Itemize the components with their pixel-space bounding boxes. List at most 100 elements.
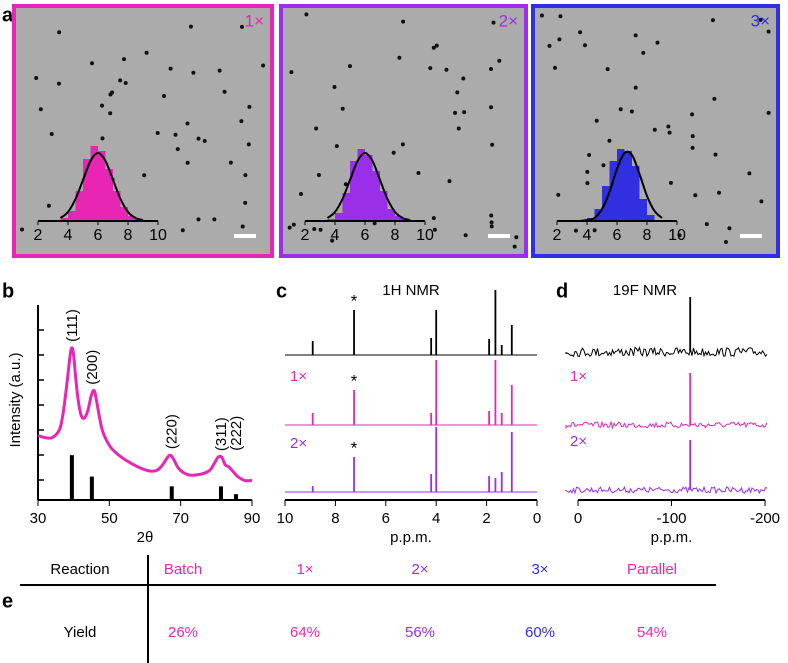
- table-cell: 2×: [411, 561, 428, 578]
- particle: [432, 227, 437, 232]
- particle: [243, 200, 248, 205]
- sem-image: [279, 4, 528, 258]
- histogram-bar: [98, 151, 106, 221]
- particle: [401, 19, 406, 24]
- particle: [261, 63, 266, 68]
- particle: [416, 170, 421, 175]
- y-axis-label: Intensity (a.u.): [7, 352, 24, 447]
- particle: [592, 228, 597, 233]
- particle: [456, 126, 461, 131]
- x-axis-label: p.p.m.: [651, 529, 693, 546]
- fit-curve: [59, 151, 144, 221]
- particle: [601, 163, 606, 168]
- particle: [605, 67, 610, 72]
- particle: [175, 147, 180, 152]
- x-axis-label: 2θ: [137, 529, 154, 546]
- particle: [594, 118, 599, 123]
- x-tick-label: 6: [94, 227, 103, 244]
- peak-marker: *: [351, 438, 358, 457]
- particle: [287, 225, 292, 230]
- particle: [557, 37, 562, 42]
- particle: [222, 89, 227, 94]
- particle: [723, 240, 728, 245]
- particle: [428, 66, 433, 71]
- particle: [247, 104, 252, 109]
- particle: [766, 110, 771, 115]
- histogram-bar: [380, 191, 388, 221]
- particle: [400, 142, 405, 147]
- histogram-bar: [395, 216, 403, 221]
- particle: [489, 224, 494, 229]
- particle: [514, 235, 519, 240]
- particle: [38, 107, 43, 112]
- particle: [246, 142, 251, 147]
- particle: [717, 190, 722, 195]
- histogram-bar: [617, 149, 625, 221]
- noise-baseline: [565, 346, 768, 358]
- particle: [690, 112, 695, 117]
- particle: [46, 203, 51, 208]
- x-tick-label: 10: [668, 227, 686, 244]
- particle: [108, 92, 113, 97]
- particle: [455, 90, 460, 95]
- particle: [34, 75, 39, 80]
- fit-curve: [579, 150, 663, 222]
- particle: [463, 233, 468, 238]
- particle: [704, 222, 709, 227]
- particle: [397, 55, 402, 60]
- series-label: 1×: [290, 368, 307, 385]
- histogram-bar: [387, 209, 395, 221]
- histogram-bar: [120, 207, 128, 221]
- particle: [239, 24, 244, 29]
- particle: [759, 199, 764, 204]
- particle: [489, 213, 494, 218]
- x-tick-label: 2: [482, 510, 490, 527]
- histogram-bar: [342, 193, 350, 221]
- table-cell: 3×: [531, 561, 548, 578]
- particle: [57, 30, 62, 35]
- x-tick-label: 70: [172, 510, 189, 527]
- particle: [314, 126, 319, 131]
- scale-bar: [234, 234, 256, 238]
- reference-bar: [69, 455, 74, 500]
- histogram-bar: [372, 171, 380, 221]
- image-label: 2×: [499, 11, 518, 30]
- reference-bar: [89, 476, 94, 500]
- table-cell: 1×: [296, 561, 313, 578]
- x-tick-label: 8: [643, 227, 652, 244]
- x-axis-label: p.p.m.: [390, 529, 432, 546]
- image-label: 3×: [751, 11, 770, 30]
- x-tick-label: 10: [149, 227, 167, 244]
- particle: [343, 182, 348, 187]
- particle: [316, 172, 321, 177]
- particle: [196, 217, 201, 222]
- particle: [539, 13, 544, 18]
- particle: [372, 221, 377, 226]
- panel-label: c: [276, 280, 287, 302]
- particle: [578, 30, 583, 35]
- particle: [556, 192, 561, 197]
- particle: [239, 119, 244, 124]
- particle: [585, 169, 590, 174]
- x-tick-label: 8: [124, 227, 133, 244]
- peak-marker: *: [351, 371, 358, 390]
- table-cell: 60%: [525, 624, 555, 641]
- x-tick-label: 50: [101, 510, 118, 527]
- particle: [228, 160, 233, 165]
- particle: [585, 181, 590, 186]
- particle: [100, 103, 105, 108]
- particle: [553, 65, 558, 70]
- particle: [217, 68, 222, 73]
- particle: [330, 238, 335, 243]
- particle: [191, 70, 196, 75]
- particle: [453, 110, 458, 115]
- particle: [444, 67, 449, 72]
- particle: [391, 150, 396, 155]
- particle: [489, 105, 494, 110]
- sem-image: [12, 4, 274, 258]
- table-cell: 56%: [405, 624, 435, 641]
- particle: [667, 130, 672, 135]
- particle: [347, 64, 352, 69]
- particle: [100, 136, 105, 141]
- particle: [431, 45, 436, 50]
